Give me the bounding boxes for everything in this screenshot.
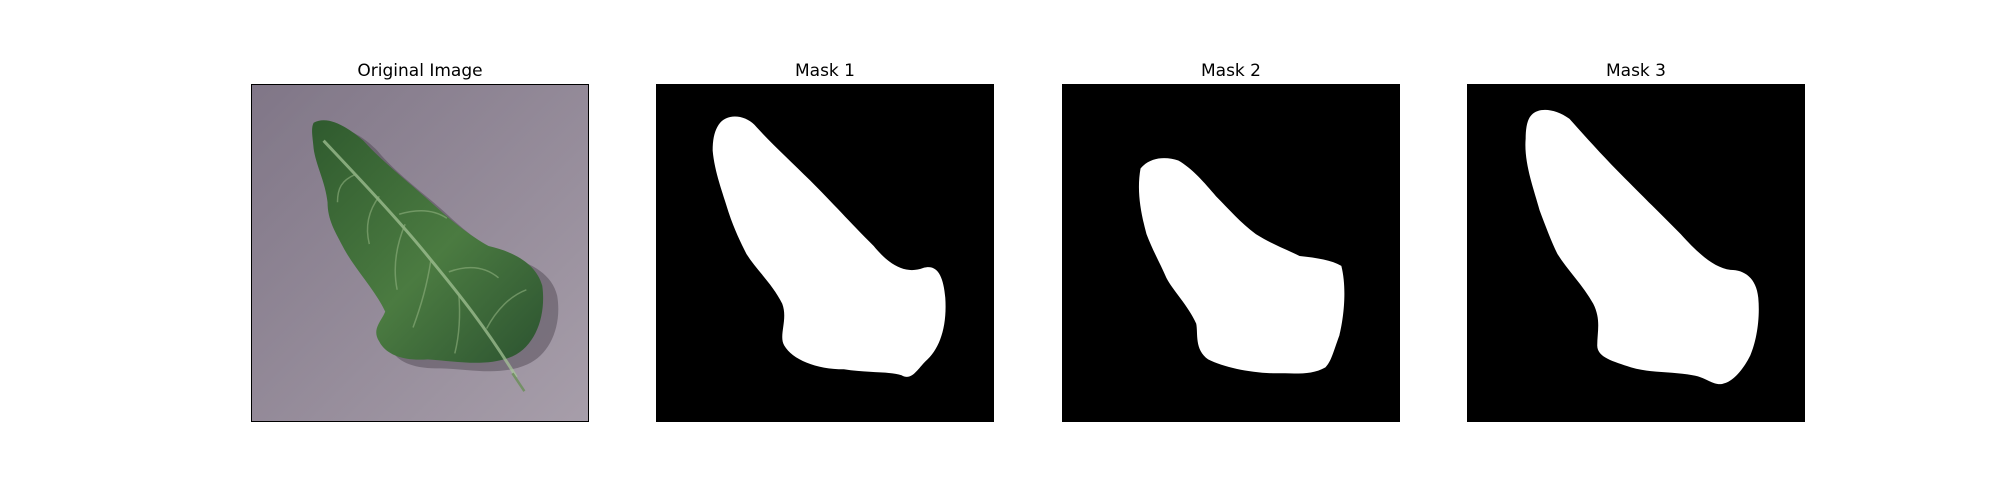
mask-1-frame: [656, 84, 994, 422]
mask-3-image: [1468, 85, 1804, 421]
mask-1-foreground: [712, 116, 946, 377]
panel-title-mask-1: Mask 1: [794, 61, 855, 81]
mask-3-foreground: [1525, 109, 1759, 385]
panel-mask-3: Mask 3: [1467, 58, 1805, 422]
panel-original-image: Original Image: [251, 58, 589, 422]
leaf-shape: [312, 120, 544, 363]
panel-mask-1: Mask 1: [656, 58, 994, 422]
panel-mask-2: Mask 2: [1062, 58, 1400, 422]
mask-2-foreground: [1138, 158, 1345, 374]
mask-2-image: [1063, 85, 1399, 421]
original-image-frame: [251, 84, 589, 422]
mask-2-frame: [1062, 84, 1400, 422]
mask-1-image: [657, 85, 993, 421]
panel-title-mask-2: Mask 2: [1200, 61, 1261, 81]
original-leaf-image: [252, 85, 588, 421]
panel-title-mask-3: Mask 3: [1605, 61, 1666, 81]
mask-3-frame: [1467, 84, 1805, 422]
panel-title-original-image: Original Image: [357, 61, 483, 81]
